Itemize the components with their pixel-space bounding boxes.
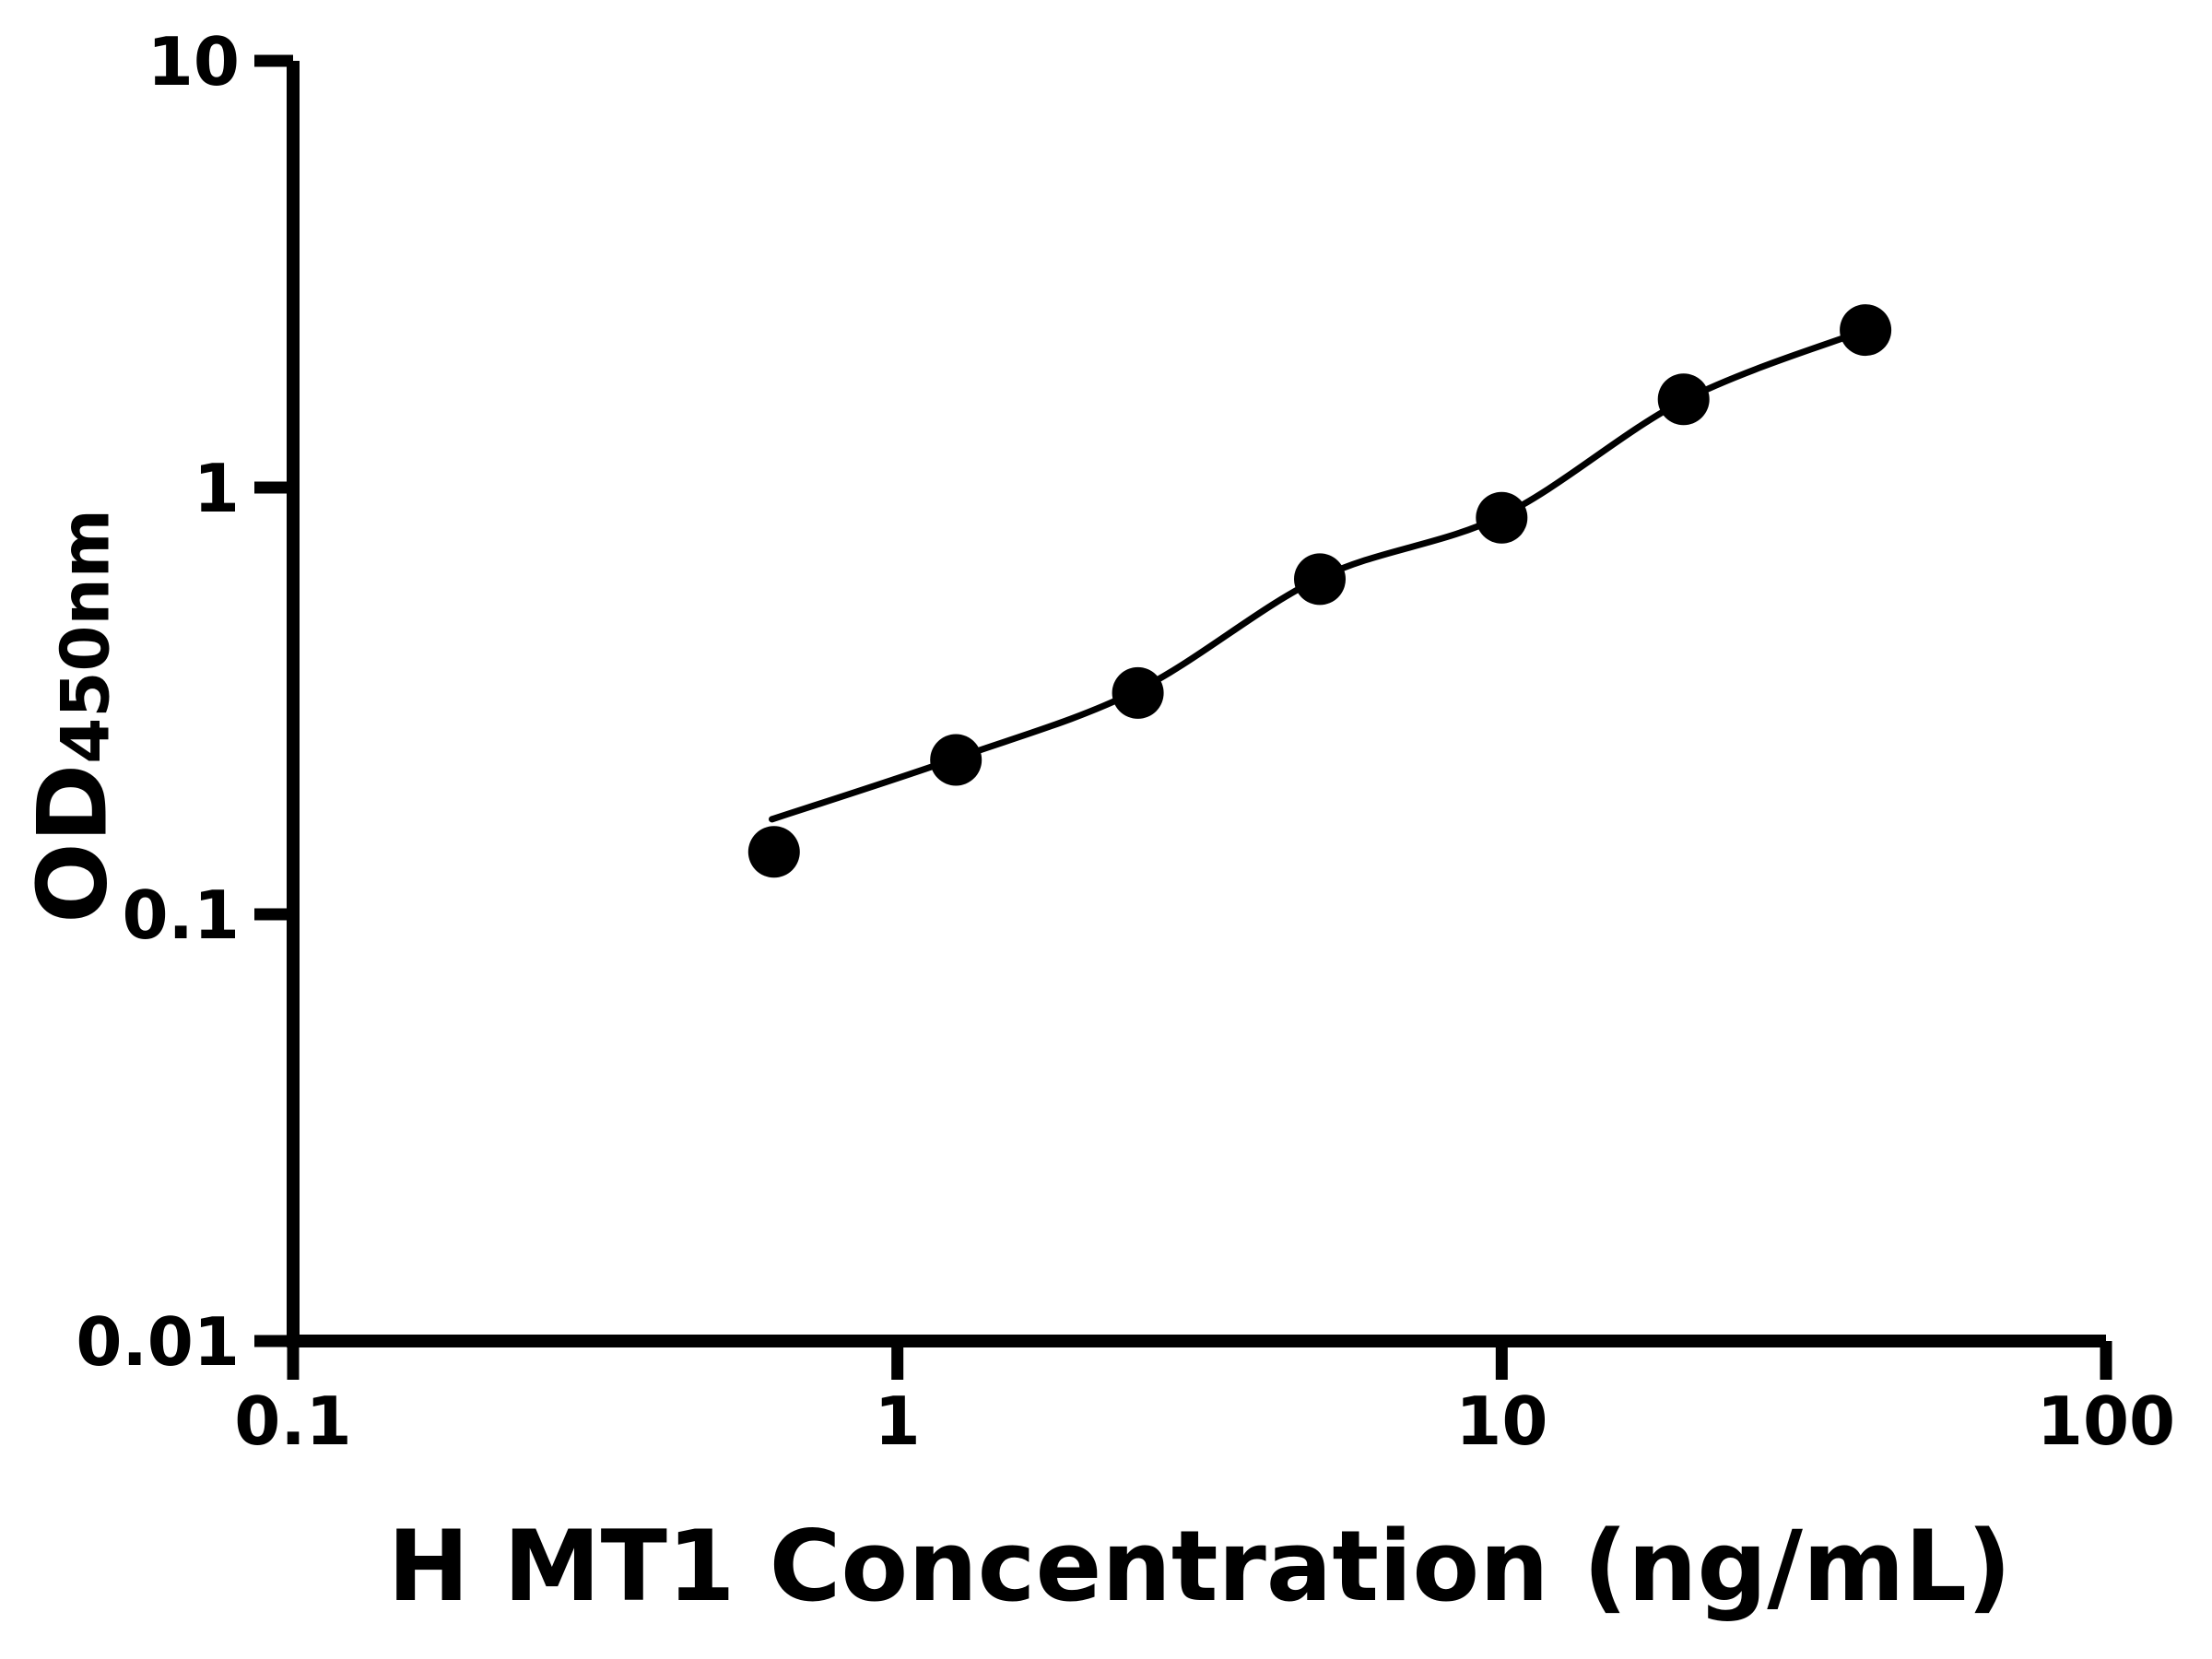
y-axis-title: OD450nm: [18, 509, 129, 924]
axes-spine: [287, 61, 2106, 1347]
data-point-marker: [1657, 373, 1710, 426]
x-axis-title-text: H MT1 Concentration (ng/mL): [387, 1510, 2012, 1623]
x-axis-tick-label: 1: [875, 1382, 921, 1460]
y-axis-tick-label: 0.01: [76, 1303, 240, 1381]
y-axis-title-main: OD: [18, 763, 129, 924]
x-axis-tick-label: 0.1: [234, 1382, 352, 1460]
y-axis-tick-label: 0.1: [122, 877, 240, 954]
data-point-marker: [747, 826, 800, 878]
x-axis-title: H MT1 Concentration (ng/mL): [293, 1510, 2106, 1623]
data-point-marker: [1294, 553, 1346, 606]
data-point-marker: [1840, 304, 1892, 357]
x-axis-tick-label: 100: [2037, 1382, 2175, 1460]
y-axis-tick-label: 10: [147, 23, 240, 100]
data-point-marker: [1112, 666, 1164, 719]
x-axis-tick-label: 10: [1455, 1382, 1547, 1460]
data-point-marker: [1476, 491, 1528, 544]
data-point-marker: [930, 734, 982, 786]
y-axis-tick-label: 1: [194, 450, 240, 527]
y-axis-title-subscript: 450nm: [46, 509, 124, 764]
